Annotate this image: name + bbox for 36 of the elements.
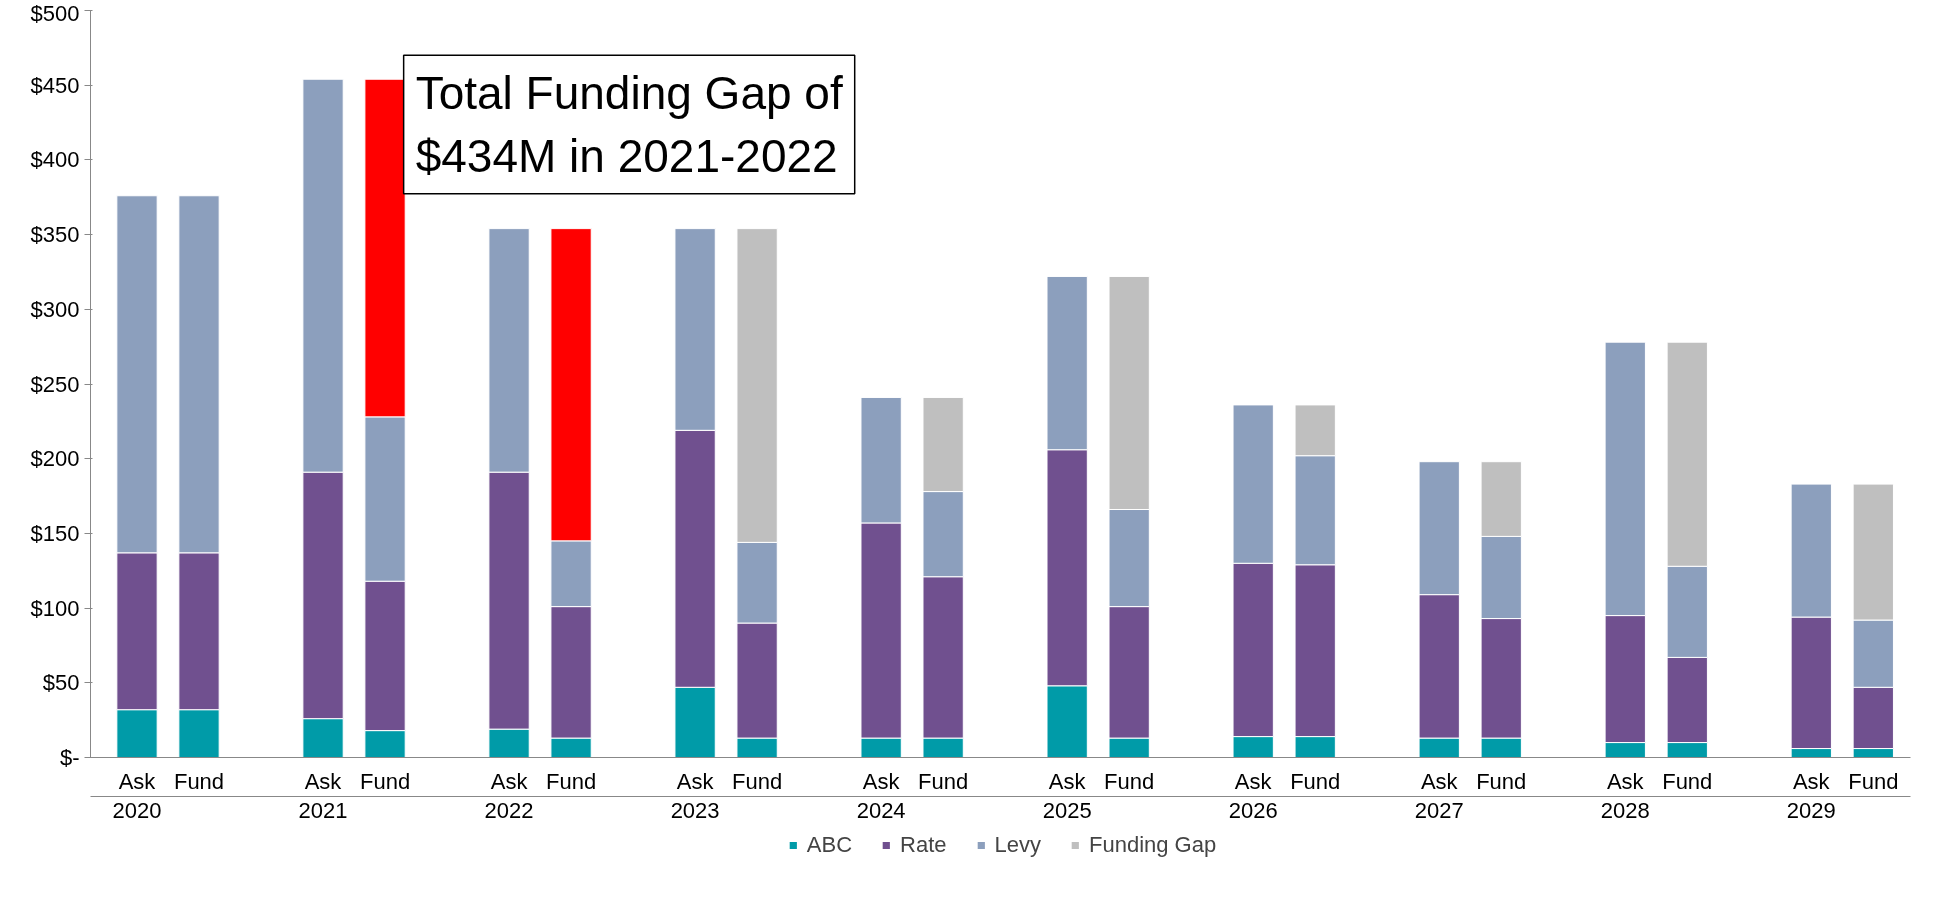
- x-tick-label: Fund: [918, 768, 969, 794]
- y-tick-label: $250: [30, 371, 80, 397]
- y-tick-label: $150: [30, 520, 80, 546]
- x-tick-label: Fund: [1104, 768, 1155, 794]
- y-tick-label: $450: [30, 72, 80, 98]
- x-tick-label: Fund: [732, 768, 783, 794]
- x-tick-label: Fund: [1290, 768, 1341, 794]
- y-tick-label: $200: [30, 446, 80, 472]
- legend-label: ABC: [806, 832, 853, 858]
- category-label: Ask 2025: [1042, 768, 1092, 823]
- category-label: Ask 2023: [670, 768, 720, 823]
- x-tick-label: Fund: [173, 768, 225, 794]
- x-tick-label: Fund: [1848, 768, 1899, 794]
- x-tick-label: Fund: [359, 768, 411, 794]
- category-label: Ask 2021: [298, 768, 348, 823]
- category-label: Ask 2029: [1786, 768, 1836, 823]
- legend-label: Funding Gap: [1089, 832, 1217, 858]
- x-tick-label: Fund: [1476, 768, 1527, 794]
- y-tick-label: $400: [30, 147, 80, 173]
- category-label: Ask 2028: [1600, 768, 1650, 823]
- y-tick-label: $50: [42, 670, 80, 696]
- x-tick-label: Fund: [546, 768, 597, 794]
- x-tick-label: Fund: [1662, 768, 1713, 794]
- category-label: Ask 2027: [1414, 768, 1464, 823]
- y-tick-label: $300: [30, 296, 80, 322]
- annotation: Total Funding Gap of $434M in 2021-2022: [415, 67, 843, 182]
- legend-label: Rate: [900, 832, 947, 858]
- y-tick-label: $100: [30, 595, 80, 621]
- category-label: Ask 2026: [1228, 768, 1278, 823]
- y-tick-label: $500: [30, 0, 80, 26]
- category-label: Ask 2022: [484, 768, 534, 823]
- y-tick-label: $350: [30, 222, 80, 248]
- legend-label: Levy: [994, 832, 1042, 858]
- category-label: Ask 2020: [112, 768, 162, 823]
- category-label: Ask 2024: [856, 768, 906, 823]
- y-tick-label: $-: [59, 745, 80, 770]
